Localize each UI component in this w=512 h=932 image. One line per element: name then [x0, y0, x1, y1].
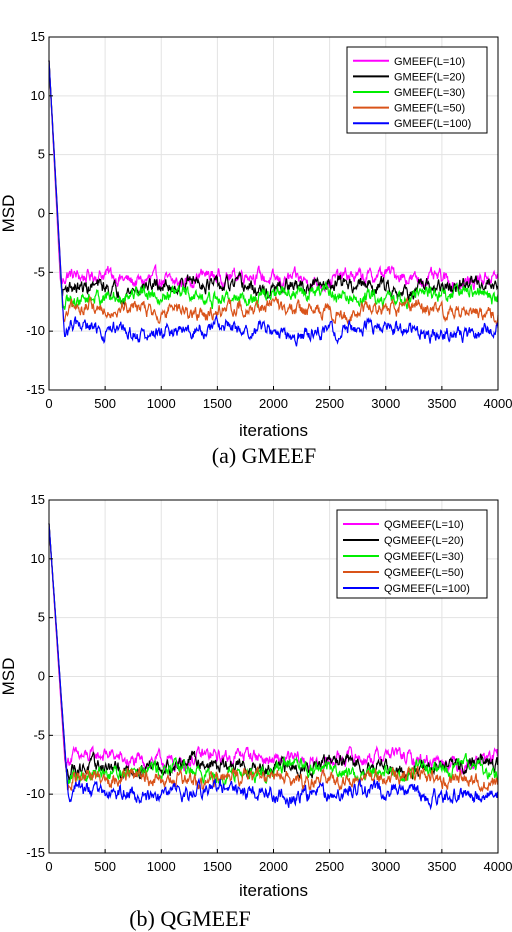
legend-entry: GMEEF(L=30) — [394, 87, 465, 99]
chart-a: 0 500 1000 1500 2000 2500 3000 3500 4000 -15 -10 -5… — [0, 29, 512, 468]
y-tick-label: 15 — [31, 29, 45, 44]
y-tick-label: -10 — [26, 323, 45, 338]
x-tick-label: 1000 — [147, 396, 176, 411]
y-tick-label: -5 — [33, 727, 45, 742]
x-tick-label: 1000 — [147, 859, 176, 874]
series-line-4 — [48, 523, 499, 793]
legend-entry: GMEEF(L=50) — [394, 103, 465, 115]
y-tick-label: 15 — [31, 492, 45, 507]
x-axis-label: iterations — [239, 421, 308, 440]
x-tick-label: 3500 — [427, 859, 456, 874]
x-tick-label: 4000 — [484, 396, 512, 411]
y-tick-label: 10 — [31, 88, 45, 103]
legend-entry: QGMEEF(L=30) — [384, 551, 464, 563]
series-line-5 — [48, 60, 499, 347]
y-tick-label: 0 — [38, 206, 45, 221]
x-tick-label: 2500 — [315, 396, 344, 411]
y-tick-label: 5 — [38, 147, 45, 162]
x-tick-label: 0 — [45, 859, 52, 874]
figure-caption: (b) QGMEEF — [129, 906, 251, 931]
x-tick-label: 3500 — [427, 396, 456, 411]
legend-entry: QGMEEF(L=50) — [384, 567, 464, 579]
x-tick-label: 0 — [45, 396, 52, 411]
legend: QGMEEF(L=10) QGMEEF(L=20) QGMEEF(L=30) QGME… — [336, 509, 488, 599]
legend-entry: GMEEF(L=20) — [394, 71, 465, 83]
x-tick-label: 2000 — [259, 396, 288, 411]
y-tick-label: -15 — [26, 845, 45, 860]
y-tick-label: -5 — [33, 264, 45, 279]
x-tick-label: 3000 — [371, 396, 400, 411]
x-axis-label: iterations — [239, 881, 308, 900]
legend-entry: GMEEF(L=100) — [394, 118, 471, 130]
series-line-4 — [48, 60, 499, 326]
y-axis-label: MSD — [0, 658, 18, 696]
y-tick-label: -10 — [26, 786, 45, 801]
y-tick-label: -15 — [26, 382, 45, 397]
x-tick-label: 1500 — [203, 859, 232, 874]
x-tick-label: 3000 — [371, 859, 400, 874]
x-tick-label: 4000 — [484, 859, 512, 874]
x-tick-label: 2000 — [259, 859, 288, 874]
y-tick-label: 0 — [38, 669, 45, 684]
series-line-5 — [48, 523, 499, 811]
chart-b: 0 500 1000 1500 2000 2500 3000 3500 4000 -15 -10 -5… — [0, 492, 512, 931]
y-tick-label: 5 — [38, 610, 45, 625]
legend-entry: QGMEEF(L=100) — [384, 583, 470, 595]
legend-entry: GMEEF(L=10) — [394, 56, 465, 68]
x-tick-label: 2500 — [315, 859, 344, 874]
legend-entry: QGMEEF(L=10) — [384, 519, 464, 531]
figure-caption: (a) GMEEF — [212, 443, 316, 468]
x-tick-label: 1500 — [203, 396, 232, 411]
x-tick-label: 500 — [94, 859, 116, 874]
y-tick-label: 10 — [31, 551, 45, 566]
series-line-3 — [48, 60, 499, 310]
y-axis-label: MSD — [0, 195, 18, 233]
legend: GMEEF(L=10) GMEEF(L=20) GMEEF(L=30) GMEEF(L… — [346, 46, 488, 134]
x-tick-label: 500 — [94, 396, 116, 411]
legend-entry: QGMEEF(L=20) — [384, 535, 464, 547]
